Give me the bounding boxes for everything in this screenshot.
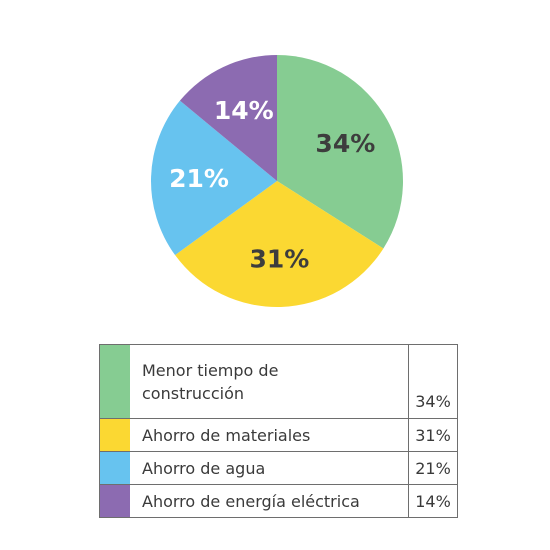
legend-label-line: Ahorro de agua — [142, 458, 266, 478]
legend-swatch — [99, 484, 130, 518]
legend-percent: 34% — [408, 344, 458, 419]
pie-slice — [175, 181, 384, 308]
legend-label: Menor tiempo de construcción — [130, 344, 409, 419]
legend-table: Menor tiempo de construcción 34% Ahorro de … — [99, 344, 458, 518]
legend-label-line: Menor tiempo de — [142, 360, 279, 380]
legend-percent: 31% — [408, 418, 458, 452]
legend-row: Ahorro de materiales 31% — [99, 418, 458, 452]
legend-swatch — [99, 344, 130, 419]
legend-percent: 21% — [408, 451, 458, 485]
legend-swatch — [99, 418, 130, 452]
legend-label-line: Ahorro de materiales — [142, 425, 311, 445]
legend-row: Menor tiempo de construcción 34% — [99, 344, 458, 419]
slice-value-label: 21% — [169, 164, 229, 193]
legend-label-line: Ahorro de energía eléctrica — [142, 491, 360, 511]
legend-row: Ahorro de energía eléctrica 14% — [99, 484, 458, 518]
slice-value-label: 14% — [214, 96, 274, 125]
legend-label: Ahorro de materiales — [130, 418, 409, 452]
legend-row: Ahorro de agua 21% — [99, 451, 458, 485]
pie-slice — [277, 55, 403, 249]
legend-label-line: construcción — [142, 383, 245, 403]
legend-label: Ahorro de energía eléctrica — [130, 484, 409, 518]
legend-percent: 14% — [408, 484, 458, 518]
legend-swatch — [99, 451, 130, 485]
legend-label: Ahorro de agua — [130, 451, 409, 485]
pie-slice — [151, 100, 277, 256]
slice-value-label: 34% — [315, 129, 375, 158]
pie-slice — [179, 55, 277, 181]
slice-value-label: 31% — [250, 244, 310, 273]
